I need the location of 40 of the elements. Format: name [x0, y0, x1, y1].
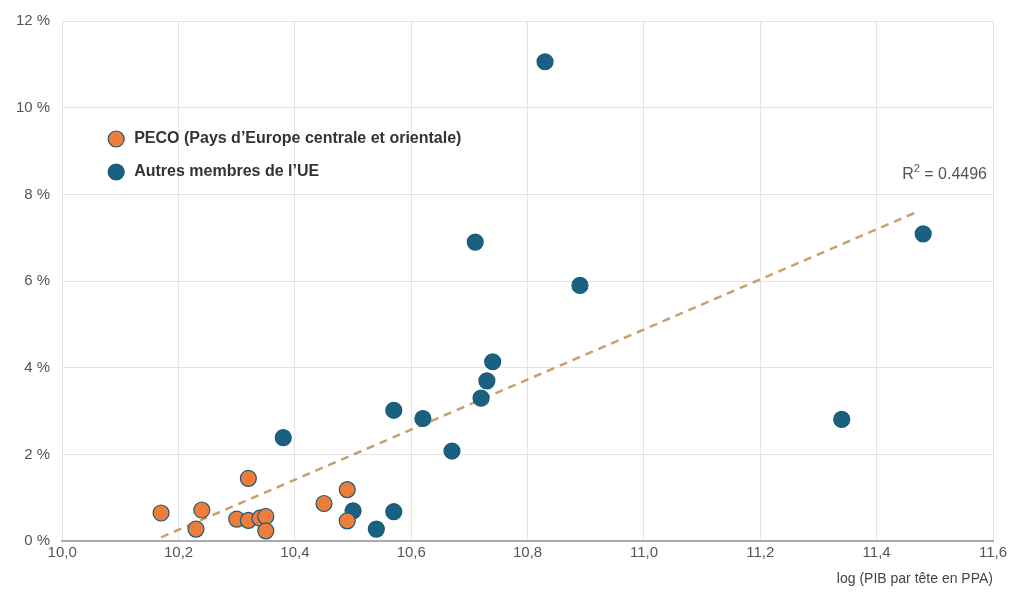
- point: [478, 372, 496, 390]
- x-tick-label: 11,6: [978, 543, 1008, 561]
- y-tick-label: 8 %: [24, 184, 51, 202]
- y-tick-label: 10 %: [15, 97, 51, 115]
- point: [338, 512, 356, 530]
- point: [385, 401, 403, 419]
- point: [193, 501, 211, 519]
- point: [385, 503, 403, 521]
- x-tick-label: 10,8: [512, 543, 543, 561]
- point: [257, 507, 275, 526]
- point: [443, 442, 461, 460]
- y-tick-label: 4 %: [24, 357, 51, 375]
- point: [187, 520, 205, 538]
- point: [536, 53, 554, 71]
- legend-label: PECO (Pays d’Europe centrale et orientale): [134, 129, 462, 147]
- point: [571, 276, 589, 295]
- y-tick-label: 6 %: [24, 271, 51, 289]
- x-tick-label: 11,4: [862, 543, 891, 561]
- x-tick-label: 10,2: [163, 543, 194, 561]
- x-tick-label: 11,2: [746, 543, 775, 561]
- point: [257, 522, 275, 540]
- y-tick-label: 12 %: [15, 11, 51, 29]
- point: [833, 410, 851, 428]
- legend-label: Autres membres de l’UE: [134, 162, 320, 180]
- x-axis-title: log (PIB par tête en PPA): [836, 570, 993, 587]
- point: [484, 353, 502, 371]
- point: [367, 520, 385, 538]
- point: [472, 389, 490, 407]
- point: [315, 494, 333, 513]
- point: [274, 428, 292, 447]
- point: [338, 481, 356, 499]
- point: [466, 233, 484, 251]
- point: [414, 409, 432, 428]
- x-tick-label: 10,4: [280, 543, 310, 561]
- x-tick-label: 11,0: [629, 543, 658, 561]
- x-tick-label: 10,6: [396, 543, 426, 561]
- point: [239, 469, 257, 487]
- point: [914, 225, 932, 243]
- point: [152, 504, 170, 522]
- y-tick-label: 2 %: [24, 444, 51, 462]
